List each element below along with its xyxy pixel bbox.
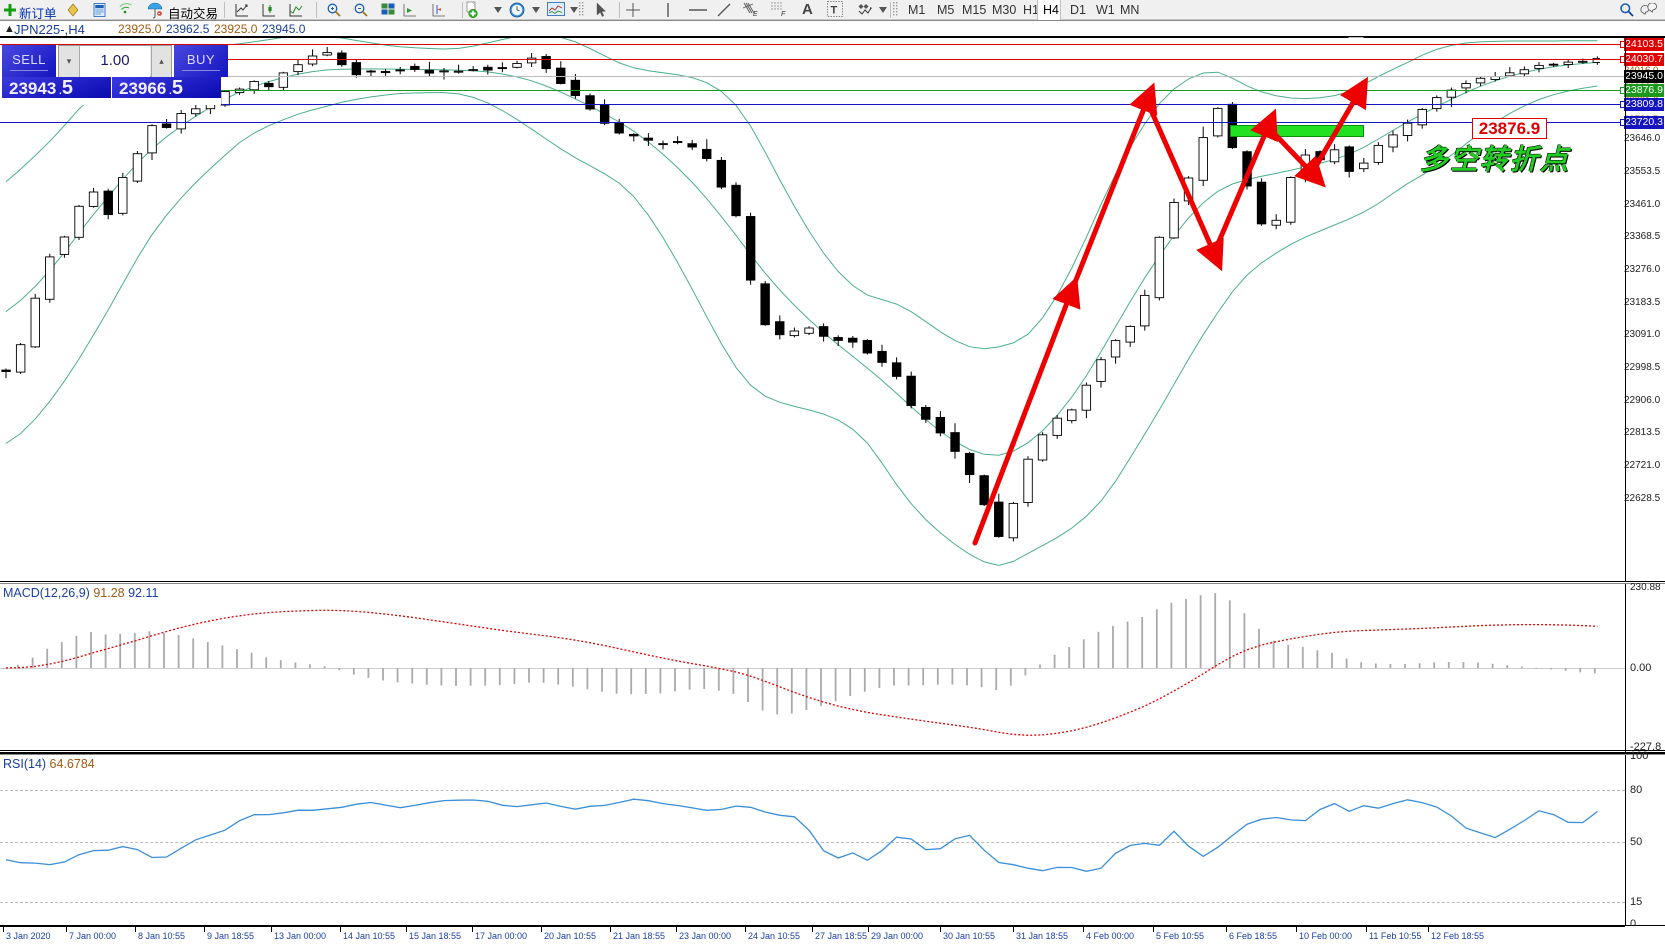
svg-text:F: F (781, 11, 786, 17)
svg-text:E: E (753, 11, 758, 17)
svg-text:T: T (831, 5, 838, 17)
